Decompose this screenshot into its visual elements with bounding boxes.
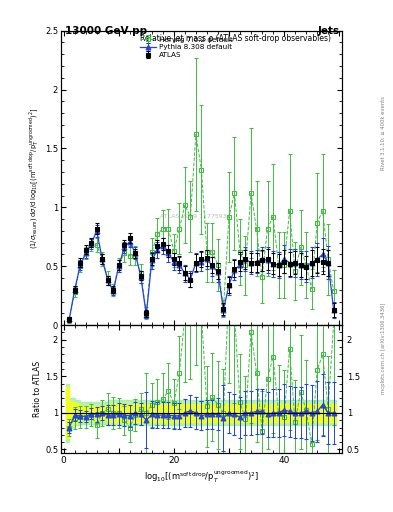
Y-axis label: Ratio to ATLAS: Ratio to ATLAS xyxy=(33,361,42,417)
Y-axis label: $(1/\sigma_{\rm resum})$ d$\sigma$/d log$_{10}$[(m$^{\rm soft\,drop}$/p$_T^{\rm : $(1/\sigma_{\rm resum})$ d$\sigma$/d log… xyxy=(27,108,41,248)
Text: 13000 GeV pp: 13000 GeV pp xyxy=(65,26,147,36)
Text: Rivet 3.1.10; ≥ 400k events: Rivet 3.1.10; ≥ 400k events xyxy=(381,96,386,170)
X-axis label: log$_{10}$[(m$^{\rm soft\,drop}$/p$_T^{\rm ungroomed})^2$]: log$_{10}$[(m$^{\rm soft\,drop}$/p$_T^{\… xyxy=(144,469,259,485)
Text: ATLAS 2019 11775932: ATLAS 2019 11775932 xyxy=(160,214,231,219)
Text: Relative jet mass ρ (ATLAS soft-drop observables): Relative jet mass ρ (ATLAS soft-drop obs… xyxy=(140,34,331,42)
Legend: Herwig 7.0.2 default, Pythia 8.308 default, ATLAS: Herwig 7.0.2 default, Pythia 8.308 defau… xyxy=(138,35,235,60)
Text: Jets: Jets xyxy=(318,26,340,36)
Text: mcplots.cern.ch [arXiv:1306.3436]: mcplots.cern.ch [arXiv:1306.3436] xyxy=(381,303,386,394)
